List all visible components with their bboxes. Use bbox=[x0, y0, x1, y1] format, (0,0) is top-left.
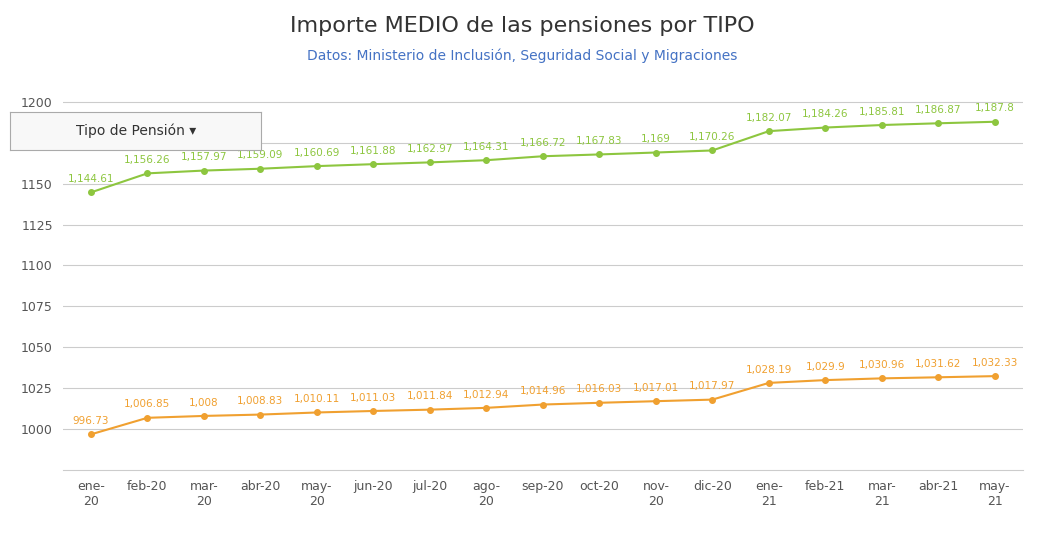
Text: 1,167.83: 1,167.83 bbox=[576, 136, 622, 146]
Text: 1,160.69: 1,160.69 bbox=[293, 148, 340, 158]
Text: 1,187.8: 1,187.8 bbox=[975, 104, 1015, 113]
Text: 1,032.33: 1,032.33 bbox=[972, 358, 1018, 368]
Text: 1,170.26: 1,170.26 bbox=[689, 132, 736, 142]
Text: 1,030.96: 1,030.96 bbox=[859, 360, 905, 370]
Text: 1,006.85: 1,006.85 bbox=[124, 399, 170, 410]
Text: 1,011.03: 1,011.03 bbox=[350, 392, 397, 403]
Text: 1,159.09: 1,159.09 bbox=[237, 151, 284, 160]
Text: 996.73: 996.73 bbox=[73, 416, 110, 426]
Text: Tipo de Pensión ▾: Tipo de Pensión ▾ bbox=[75, 123, 196, 138]
Text: 1,017.97: 1,017.97 bbox=[689, 381, 736, 391]
Text: 1,011.84: 1,011.84 bbox=[407, 391, 453, 402]
Text: 1,144.61: 1,144.61 bbox=[68, 174, 114, 184]
Text: 1,185.81: 1,185.81 bbox=[858, 107, 905, 117]
Text: 1,182.07: 1,182.07 bbox=[745, 113, 792, 123]
Text: 1,008.83: 1,008.83 bbox=[237, 396, 284, 406]
Text: 1,166.72: 1,166.72 bbox=[520, 138, 566, 148]
Text: 1,157.97: 1,157.97 bbox=[181, 152, 228, 162]
Text: 1,161.88: 1,161.88 bbox=[350, 146, 397, 156]
Text: 1,162.97: 1,162.97 bbox=[406, 144, 453, 154]
Text: Importe MEDIO de las pensiones por TIPO: Importe MEDIO de las pensiones por TIPO bbox=[289, 16, 755, 36]
Text: 1,184.26: 1,184.26 bbox=[802, 109, 849, 119]
Text: 1,008: 1,008 bbox=[189, 398, 218, 407]
Text: 1,186.87: 1,186.87 bbox=[916, 105, 962, 115]
Text: 1,012.94: 1,012.94 bbox=[464, 389, 509, 399]
Text: 1,031.62: 1,031.62 bbox=[916, 359, 962, 369]
Text: 1,028.19: 1,028.19 bbox=[745, 365, 792, 374]
Text: 1,029.9: 1,029.9 bbox=[806, 362, 846, 372]
Text: 1,164.31: 1,164.31 bbox=[464, 142, 509, 152]
Text: 1,010.11: 1,010.11 bbox=[293, 394, 340, 404]
Text: 1,016.03: 1,016.03 bbox=[576, 384, 622, 395]
Text: Datos: Ministerio de Inclusión, Seguridad Social y Migraciones: Datos: Ministerio de Inclusión, Segurida… bbox=[307, 48, 737, 62]
Text: 1,156.26: 1,156.26 bbox=[124, 155, 170, 165]
Text: 1,169: 1,169 bbox=[641, 134, 671, 144]
Text: 1,014.96: 1,014.96 bbox=[520, 386, 566, 396]
Text: 1,017.01: 1,017.01 bbox=[633, 383, 679, 393]
